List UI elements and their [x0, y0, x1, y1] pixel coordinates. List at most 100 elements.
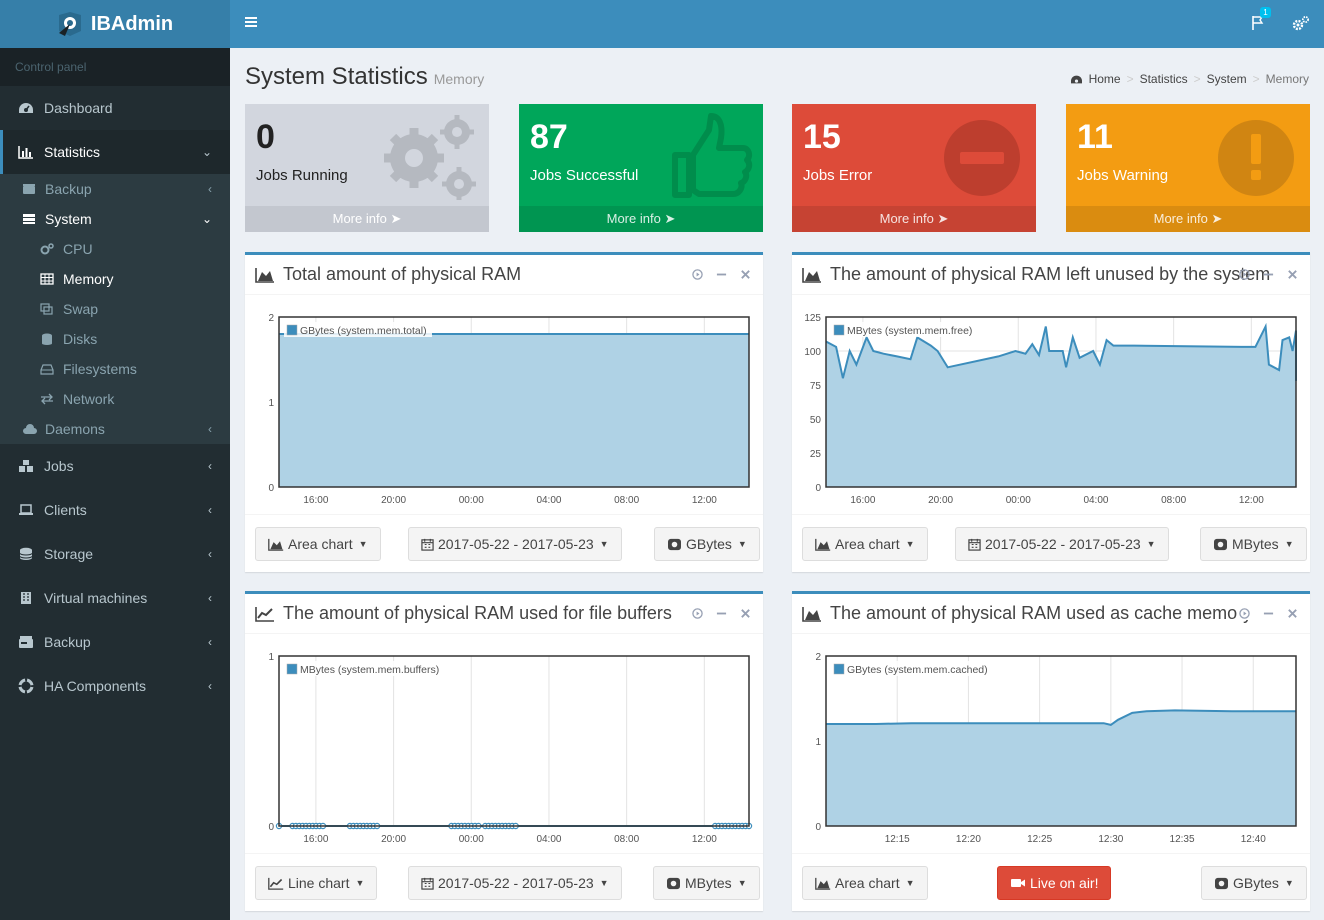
- chart-type-dropdown[interactable]: Line chart ▼: [255, 866, 378, 900]
- sidebar-item-network[interactable]: Network: [0, 384, 230, 414]
- breadcrumb-system[interactable]: System: [1206, 72, 1247, 86]
- chevron-down-icon: ⌄: [201, 145, 212, 159]
- play-circle-icon[interactable]: [1238, 267, 1250, 281]
- cubes-icon: [18, 459, 38, 473]
- close-icon[interactable]: [1286, 267, 1298, 281]
- x-tick-label: 12:25: [1027, 834, 1052, 845]
- sidebar-item-cpu[interactable]: CPU: [0, 234, 230, 264]
- legend-box: [284, 322, 432, 337]
- sidebar-item-dashboard[interactable]: Dashboard: [0, 86, 230, 130]
- sidebar-item-disks[interactable]: Disks: [0, 324, 230, 354]
- sidebar-item-ha-components[interactable]: HA Components ‹: [0, 664, 230, 708]
- database-icon: [40, 333, 58, 345]
- sidebar-item-clients[interactable]: Clients ‹: [0, 488, 230, 532]
- caret-down-icon: ▼: [1146, 539, 1156, 549]
- panel-header: The amount of physical RAM left unused b…: [792, 255, 1310, 295]
- minimize-icon[interactable]: [715, 267, 727, 281]
- x-tick-label: 08:00: [614, 495, 639, 506]
- jobs-error-count: 15: [803, 118, 841, 156]
- hdd-icon: [40, 363, 58, 375]
- x-tick-label: 20:00: [928, 495, 953, 506]
- clone-icon: [40, 303, 58, 315]
- more-info-label: More info: [1153, 211, 1208, 226]
- minus-circle-icon: [936, 110, 1026, 200]
- sidebar-item-memory[interactable]: Memory: [0, 264, 230, 294]
- unit-dropdown[interactable]: GBytes ▼: [1201, 866, 1307, 900]
- breadcrumb-statistics[interactable]: Statistics: [1139, 72, 1188, 86]
- area-chart-icon: [802, 267, 822, 283]
- thumbs-up-icon: [663, 110, 753, 200]
- chart-type-dropdown[interactable]: Area chart ▼: [802, 527, 928, 561]
- date-range-dropdown[interactable]: 2017-05-22 - 2017-05-23 ▼: [955, 527, 1169, 561]
- y-tick-label: 50: [810, 415, 822, 426]
- legend-box: [831, 322, 979, 337]
- cogs-icon: [40, 243, 58, 255]
- caret-down-icon: ▼: [737, 539, 747, 549]
- chevron-left-icon: ‹: [208, 459, 212, 473]
- legend-box: [831, 661, 979, 676]
- sidebar-item-jobs[interactable]: Jobs ‹: [0, 444, 230, 488]
- legend-swatch: [833, 324, 845, 336]
- close-icon[interactable]: [739, 606, 751, 620]
- sidebar-item-system[interactable]: System ⌄: [0, 204, 230, 234]
- sidebar-item-backup-stats[interactable]: Backup ‹: [0, 174, 230, 204]
- sidebar-item-storage[interactable]: Storage ‹: [0, 532, 230, 576]
- minimize-icon[interactable]: [715, 606, 727, 620]
- panel-footer: Line chart ▼ 2017-05-22 - 2017-05-23 ▼ MBy…: [245, 853, 763, 911]
- panel-header: Total amount of physical RAM: [245, 255, 763, 295]
- play-circle-icon[interactable]: [691, 606, 703, 620]
- sidebar-item-backup[interactable]: Backup ‹: [0, 620, 230, 664]
- breadcrumb-home[interactable]: Home: [1088, 72, 1121, 86]
- sidebar-item-label: HA Components: [44, 678, 146, 694]
- sidebar-item-label: Storage: [44, 546, 94, 562]
- jobs-warning-more-info[interactable]: More info ➤: [1066, 206, 1310, 232]
- unit-dropdown[interactable]: GBytes ▼: [654, 527, 760, 561]
- hdd-icon: [18, 635, 38, 649]
- x-tick-label: 12:00: [692, 495, 717, 506]
- sidebar-item-statistics[interactable]: Statistics ⌄: [0, 130, 230, 174]
- close-icon[interactable]: [1286, 606, 1298, 620]
- jobs-running-more-info[interactable]: More info ➤: [245, 206, 489, 232]
- date-range-dropdown[interactable]: 2017-05-22 - 2017-05-23 ▼: [408, 866, 622, 900]
- x-tick-label: 04:00: [1083, 495, 1108, 506]
- minimize-icon[interactable]: [1262, 606, 1274, 620]
- line-chart-icon: [255, 606, 275, 622]
- sidebar-item-label: Jobs: [44, 458, 74, 474]
- sidebar-item-filesystems[interactable]: Filesystems: [0, 354, 230, 384]
- live-on-air-button[interactable]: Live on air!: [997, 866, 1112, 900]
- hdd-icon: [22, 183, 40, 195]
- area-chart-icon: [802, 606, 822, 622]
- play-circle-icon[interactable]: [691, 267, 703, 281]
- caret-down-icon: ▼: [358, 539, 368, 549]
- sidebar-item-daemons[interactable]: Daemons ‹: [0, 414, 230, 444]
- panel-tools: [1238, 267, 1298, 281]
- sidebar-item-swap[interactable]: Swap: [0, 294, 230, 324]
- arrow-circle-right-icon: ➤: [664, 211, 676, 226]
- jobs-error-more-info[interactable]: More info ➤: [792, 206, 1036, 232]
- app-logo[interactable]: IBAdmin: [0, 0, 230, 48]
- jobs-successful-more-info[interactable]: More info ➤: [519, 206, 763, 232]
- more-info-label: More info: [332, 211, 387, 226]
- chart-type-dropdown[interactable]: Area chart ▼: [802, 866, 928, 900]
- menu-toggle-icon[interactable]: [244, 15, 258, 29]
- sidebar-item-virtual-machines[interactable]: Virtual machines ‹: [0, 576, 230, 620]
- x-tick-label: 12:00: [692, 834, 717, 845]
- minimize-icon[interactable]: [1262, 267, 1274, 281]
- dashboard-icon: [667, 538, 682, 551]
- chevron-left-icon: ‹: [208, 547, 212, 561]
- date-range-dropdown[interactable]: 2017-05-22 - 2017-05-23 ▼: [408, 527, 622, 561]
- play-circle-icon[interactable]: [1238, 606, 1250, 620]
- close-icon[interactable]: [739, 267, 751, 281]
- more-info-label: More info: [879, 211, 934, 226]
- series-area: [279, 334, 749, 487]
- settings-gears-icon[interactable]: [1292, 15, 1310, 31]
- flag-icon[interactable]: [1250, 15, 1266, 31]
- jobs-running-box: 0 Jobs Running More info ➤: [245, 104, 489, 232]
- unit-dropdown[interactable]: MBytes ▼: [653, 866, 760, 900]
- sidebar-item-label: Daemons: [45, 421, 105, 437]
- life-ring-icon: [18, 678, 38, 694]
- panel-footer: Area chart ▼ Live on air! GBytes ▼: [792, 853, 1310, 911]
- unit-dropdown[interactable]: MBytes ▼: [1200, 527, 1307, 561]
- chart-type-dropdown[interactable]: Area chart ▼: [255, 527, 381, 561]
- chart-type-label: Area chart: [835, 536, 900, 552]
